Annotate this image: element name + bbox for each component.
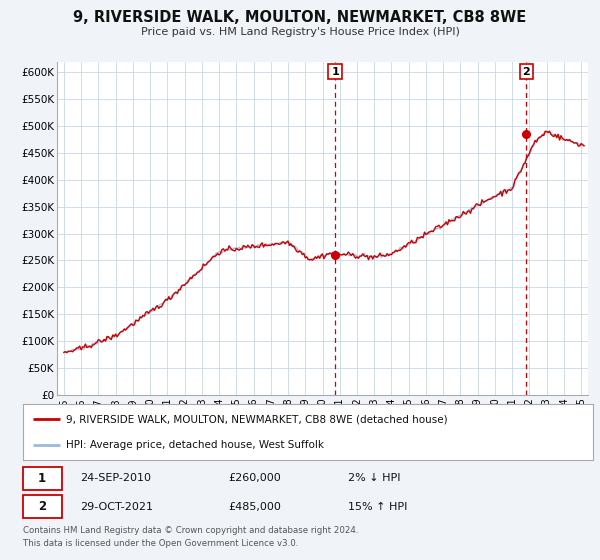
Text: £260,000: £260,000 — [228, 473, 281, 483]
Text: 9, RIVERSIDE WALK, MOULTON, NEWMARKET, CB8 8WE: 9, RIVERSIDE WALK, MOULTON, NEWMARKET, C… — [73, 10, 527, 25]
FancyBboxPatch shape — [23, 496, 62, 518]
Text: 1: 1 — [38, 472, 46, 485]
Text: £485,000: £485,000 — [228, 502, 281, 512]
FancyBboxPatch shape — [23, 467, 62, 489]
Text: Price paid vs. HM Land Registry's House Price Index (HPI): Price paid vs. HM Land Registry's House … — [140, 27, 460, 37]
Text: 2: 2 — [38, 500, 46, 513]
Text: HPI: Average price, detached house, West Suffolk: HPI: Average price, detached house, West… — [65, 440, 323, 450]
Text: This data is licensed under the Open Government Licence v3.0.: This data is licensed under the Open Gov… — [23, 539, 298, 548]
Text: 1: 1 — [331, 67, 339, 77]
Text: 15% ↑ HPI: 15% ↑ HPI — [348, 502, 407, 512]
Text: 9, RIVERSIDE WALK, MOULTON, NEWMARKET, CB8 8WE (detached house): 9, RIVERSIDE WALK, MOULTON, NEWMARKET, C… — [65, 414, 447, 424]
Text: 29-OCT-2021: 29-OCT-2021 — [80, 502, 153, 512]
Text: 2% ↓ HPI: 2% ↓ HPI — [348, 473, 400, 483]
Text: Contains HM Land Registry data © Crown copyright and database right 2024.: Contains HM Land Registry data © Crown c… — [23, 526, 358, 535]
Text: 2: 2 — [523, 67, 530, 77]
Text: 24-SEP-2010: 24-SEP-2010 — [80, 473, 151, 483]
